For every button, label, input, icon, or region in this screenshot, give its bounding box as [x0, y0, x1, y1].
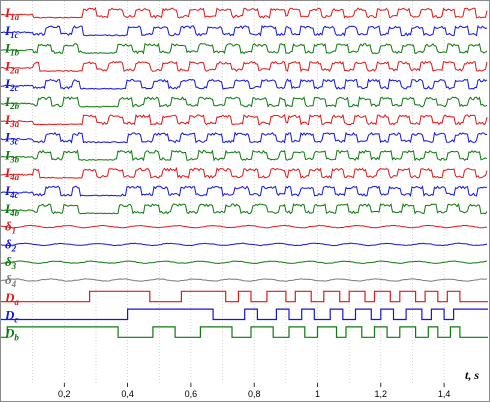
channel-label: I3a	[4, 112, 20, 129]
trace-I3c	[1, 131, 487, 144]
channel-label: δ1	[5, 219, 16, 236]
trace-Da	[1, 290, 488, 303]
trace-Dc	[1, 308, 488, 321]
trace-I2b	[1, 96, 488, 108]
x-tick-label: 1	[315, 389, 320, 399]
time-axis: t, s 0,2 0,4 0,6 0,8 1 1,2 1,4	[58, 368, 479, 399]
traces	[1, 6, 488, 338]
trace-I4b	[1, 202, 488, 215]
channel-label: I4a	[4, 165, 20, 182]
channel-label: I3b	[4, 147, 20, 164]
channel-label: Db	[4, 325, 19, 342]
channel-label: I1a	[4, 5, 20, 22]
channel-label: I2b	[4, 94, 20, 111]
trace-I3a	[1, 113, 488, 126]
channel-label: I4b	[4, 201, 20, 218]
channel-label: I1c	[4, 23, 19, 40]
x-tick-label: 0,2	[58, 389, 71, 399]
trace-I4a	[1, 166, 488, 180]
trace-I4c	[1, 185, 488, 197]
channel-label: I2a	[4, 58, 20, 75]
trace-δ2	[1, 242, 488, 247]
trace-I2c	[1, 78, 488, 90]
x-axis-label: t, s	[465, 368, 479, 382]
channel-label: δ4	[5, 272, 17, 289]
channel-label: I2c	[4, 76, 19, 93]
x-tick-label: 1,2	[375, 389, 388, 399]
channel-label: Dc	[4, 308, 18, 325]
x-tick-label: 0,4	[121, 389, 134, 399]
x-tick-label: 1,4	[438, 389, 451, 399]
trace-δ4	[1, 278, 488, 282]
trace-Db	[1, 326, 488, 338]
x-tick-label: 0,6	[185, 389, 198, 399]
trace-I1a	[1, 6, 488, 19]
trace-δ3	[1, 260, 488, 265]
trace-δ1	[1, 224, 488, 229]
trace-I1b	[1, 42, 488, 55]
channel-label: δ2	[5, 236, 17, 253]
channel-label: Da	[4, 290, 19, 307]
trace-I1c	[1, 24, 488, 37]
channel-labels: I1aI1cI1bI2aI2cI2bI3aI3cI3bI4aI4cI4bδ1δ2…	[4, 5, 20, 342]
trace-I2a	[1, 60, 488, 73]
trace-I3b	[1, 149, 488, 162]
channel-label: I1b	[4, 41, 20, 58]
channel-label: δ3	[5, 254, 17, 271]
grid	[32, 1, 445, 383]
channel-label: I3c	[4, 130, 19, 147]
channel-label: I4c	[4, 183, 19, 200]
x-tick-label: 0,8	[248, 389, 261, 399]
